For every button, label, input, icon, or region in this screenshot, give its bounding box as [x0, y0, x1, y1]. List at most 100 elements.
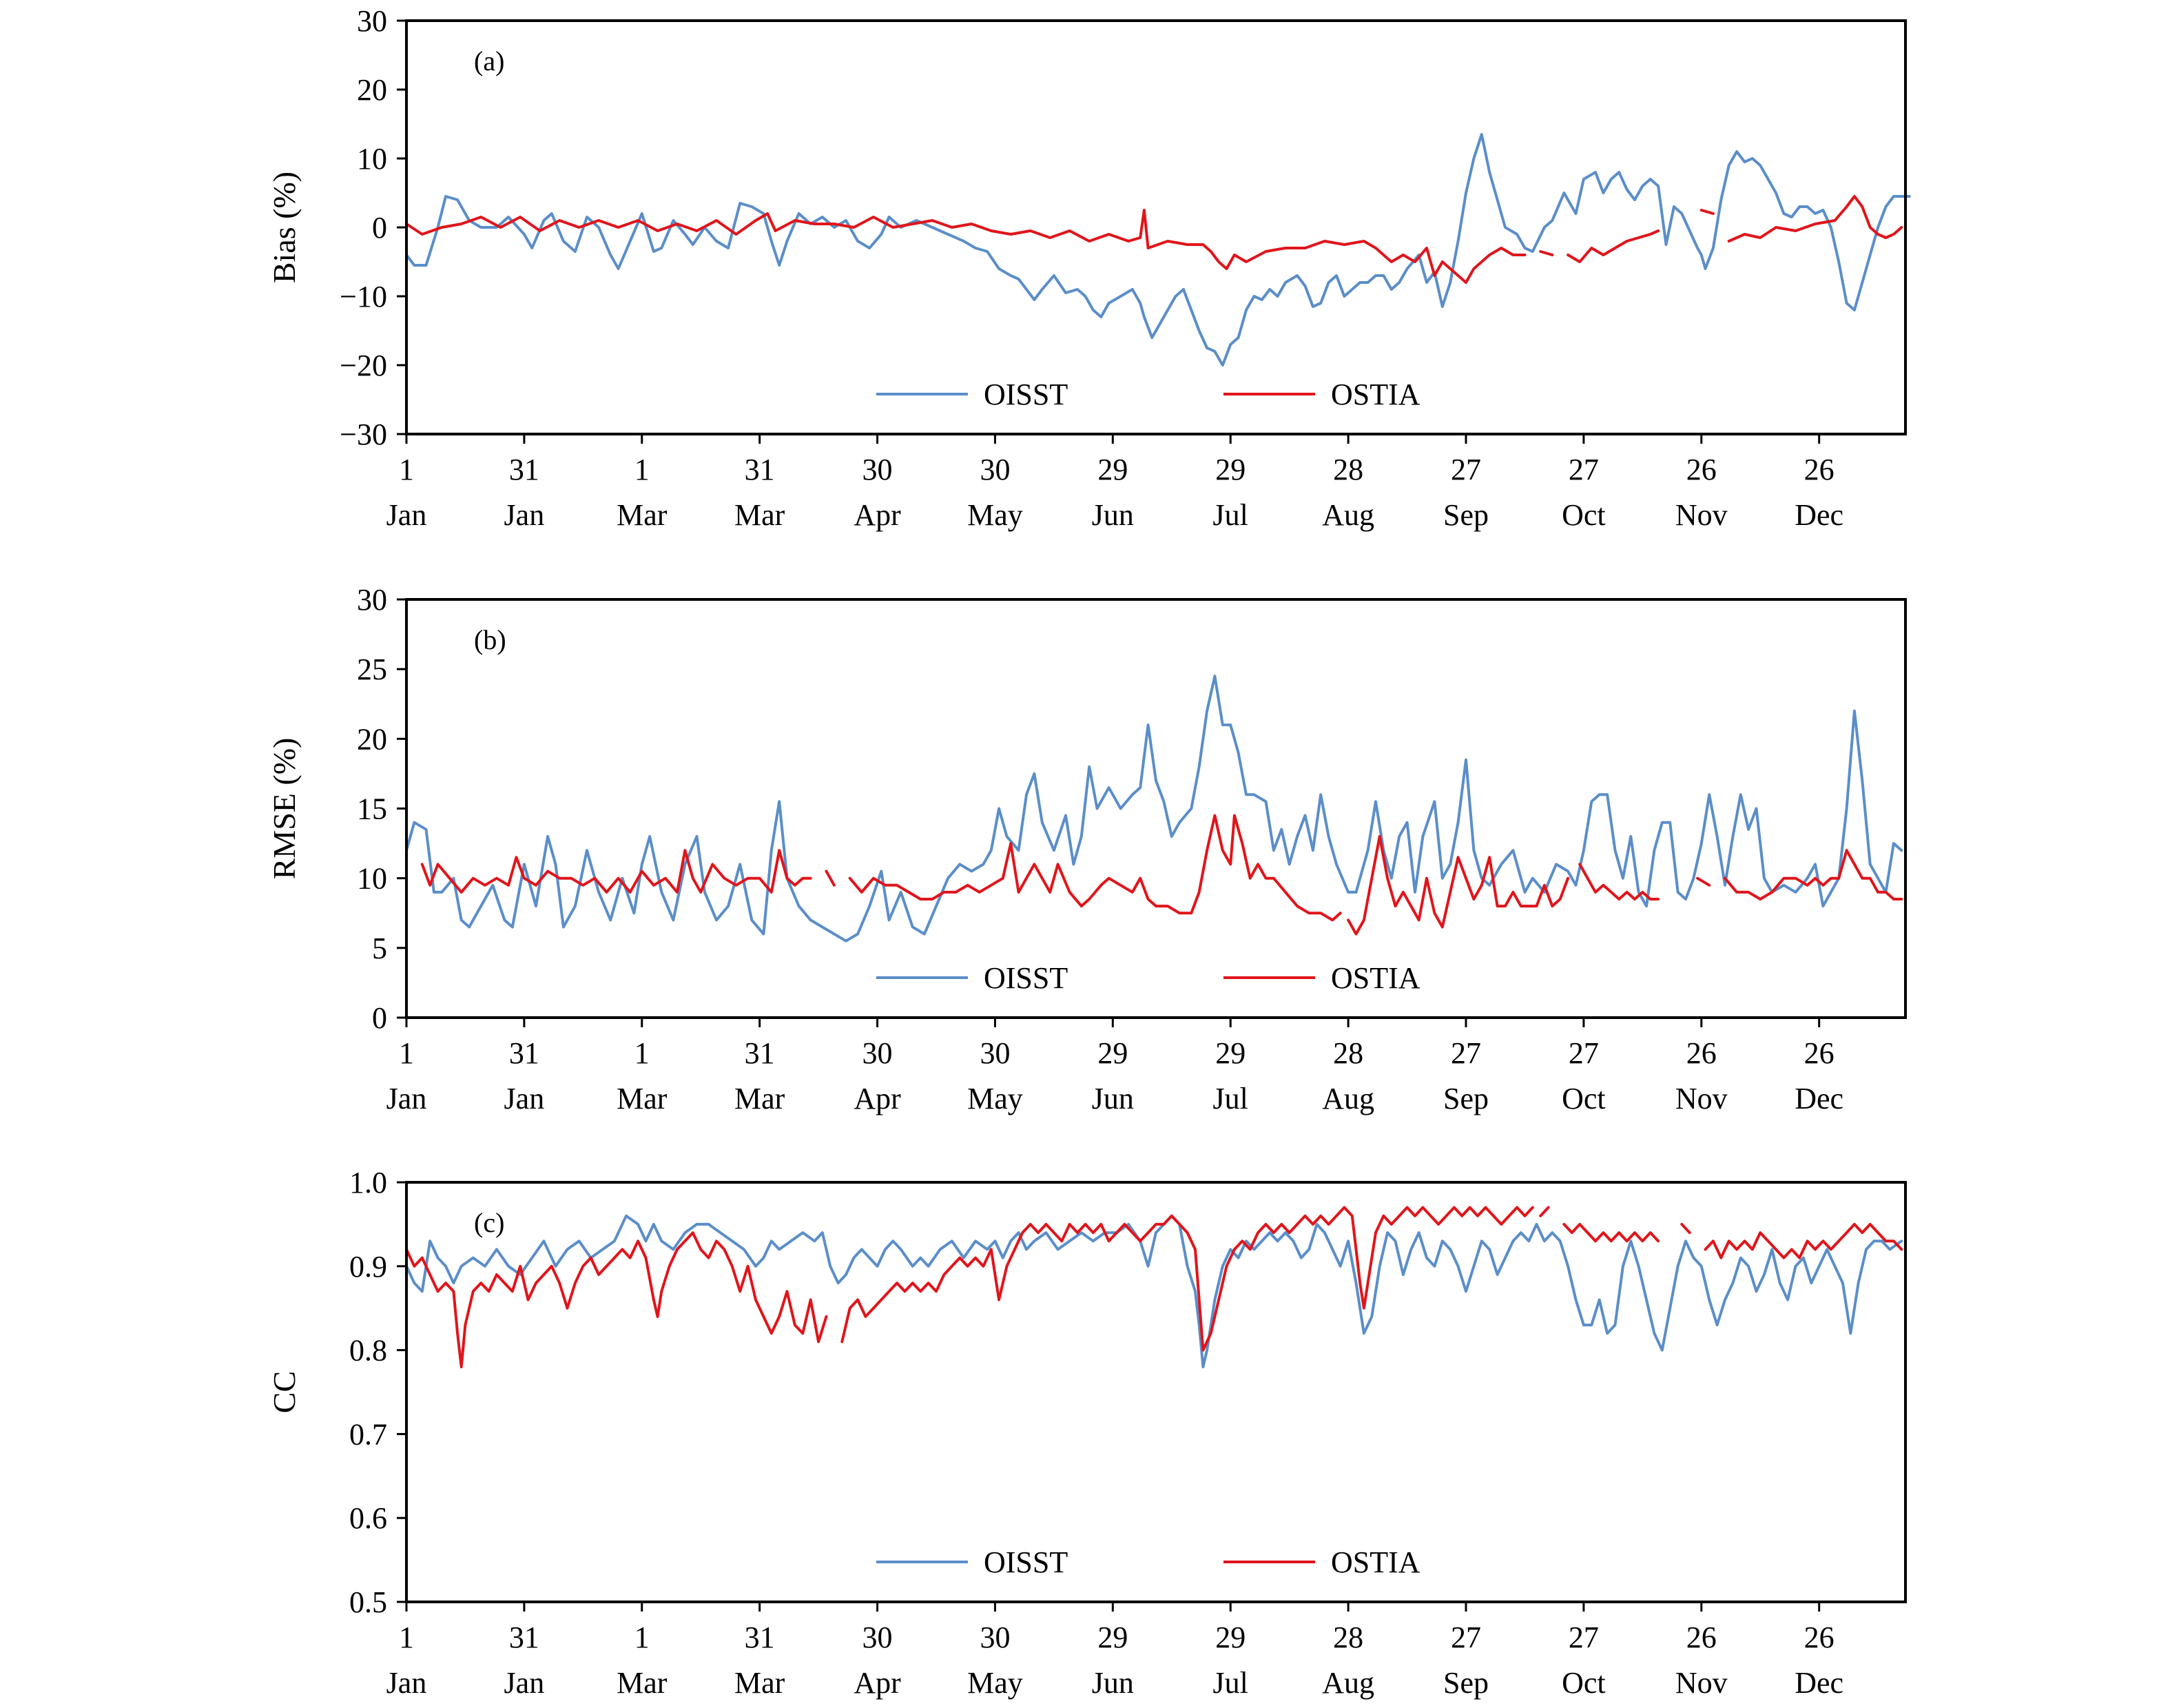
bias-x-tick-day: 29: [1215, 453, 1246, 486]
bias-x-tick-day: 31: [745, 453, 775, 486]
cc-x-tick-month: Mar: [734, 1666, 785, 1700]
cc-x-tick-day: 1: [399, 1620, 414, 1654]
bias-x-tick-day: 31: [509, 453, 539, 486]
cc-series: [405, 1206, 1903, 1368]
legend-label-oisst: OISST: [984, 1545, 1068, 1579]
rmse-x-tick-day: 30: [862, 1036, 893, 1070]
panel-bias: −30 −20 −10 0 10 20 30 1 Jan 31 Jan 1 Mar 31 Mar 30 Apr…: [267, 4, 1911, 532]
bias-series: [405, 133, 1911, 367]
rmse-oisst-line: [405, 675, 1903, 943]
rmse-x-tick-month: Nov: [1675, 1082, 1728, 1115]
legend-label-oisst: OISST: [984, 378, 1068, 411]
rmse-y-axis: 0 5 10 15 20 25 30: [357, 583, 406, 1035]
cc-x-tick-day: 26: [1804, 1620, 1835, 1654]
cc-x-tick-month: Apr: [854, 1666, 901, 1700]
rmse-ostia-line: [825, 870, 836, 887]
bias-y-tick-label: 30: [357, 4, 387, 38]
bias-y-tick-label: −10: [340, 280, 387, 313]
bias-ostia-line: [1727, 195, 1903, 243]
rmse-ostia-line: [1347, 835, 1570, 936]
rmse-x-tick-day: 27: [1451, 1036, 1481, 1070]
cc-x-tick-day: 27: [1569, 1620, 1599, 1654]
bias-x-tick-day: 30: [980, 453, 1010, 486]
cc-ostia-line: [840, 1206, 1534, 1352]
rmse-ostia-line: [420, 849, 812, 894]
rmse-x-tick-month: Jan: [504, 1082, 545, 1115]
rmse-x-tick-day: 28: [1333, 1036, 1363, 1070]
bias-x-tick-month: Jun: [1092, 498, 1134, 532]
bias-y-tick-label: 10: [357, 142, 387, 176]
cc-x-tick-day: 30: [980, 1620, 1010, 1654]
bias-x-tick-day: 27: [1451, 453, 1481, 486]
panel-cc: 0.5 0.6 0.7 0.8 0.9 1.0 1 Jan 31 Jan 1 Mar 31 Mar 30 A…: [267, 1166, 1907, 1700]
legend-label-ostia: OSTIA: [1331, 1545, 1420, 1579]
cc-x-tick-day: 28: [1333, 1620, 1363, 1654]
rmse-x-tick-month: Jun: [1092, 1082, 1134, 1115]
rmse-x-tick-month: Sep: [1443, 1082, 1489, 1115]
rmse-x-tick-day: 26: [1804, 1036, 1835, 1070]
cc-x-tick-month: Dec: [1795, 1666, 1843, 1700]
bias-y-axis-title: Bias (%): [267, 172, 302, 283]
rmse-x-tick-day: 31: [509, 1036, 539, 1070]
cc-x-tick-month: May: [967, 1666, 1023, 1700]
rmse-x-tick-month: Apr: [854, 1082, 901, 1115]
rmse-ostia-line: [1578, 863, 1660, 901]
rmse-x-tick-month: Dec: [1795, 1082, 1843, 1115]
panel-label-a: (a): [474, 45, 504, 76]
cc-x-axis: 1 Jan 31 Jan 1 Mar 31 Mar 30 Apr 30 May 29 Jun 29 Jul 28…: [386, 1602, 1843, 1700]
cc-ostia-line: [1539, 1206, 1550, 1217]
bias-x-tick-month: Jul: [1213, 498, 1248, 532]
rmse-y-tick-label: 20: [357, 722, 387, 756]
rmse-y-tick-label: 5: [372, 932, 387, 965]
bias-y-tick-label: −20: [340, 349, 387, 382]
cc-plot-frame: [405, 1181, 1907, 1603]
cc-y-tick-label: 0.5: [349, 1585, 387, 1619]
bias-legend: OISST OSTIA: [876, 378, 1420, 411]
rmse-x-tick-month: Mar: [617, 1082, 668, 1115]
cc-x-tick-day: 27: [1451, 1620, 1481, 1654]
bias-x-tick-day: 28: [1333, 453, 1363, 486]
bias-x-tick-month: Sep: [1443, 498, 1489, 532]
rmse-ostia-line: [848, 814, 1342, 922]
rmse-x-tick-day: 27: [1569, 1036, 1599, 1070]
bias-ostia-line: [1699, 209, 1715, 215]
cc-ostia-line: [1704, 1222, 1903, 1259]
cc-x-tick-month: Aug: [1322, 1666, 1374, 1700]
cc-x-tick-month: Oct: [1562, 1666, 1606, 1700]
bias-x-tick-month: Jan: [504, 498, 545, 532]
rmse-x-tick-month: Mar: [734, 1082, 785, 1115]
cc-x-tick-month: Mar: [617, 1666, 668, 1700]
rmse-x-tick-day: 1: [634, 1036, 650, 1070]
cc-ostia-line: [1562, 1222, 1660, 1243]
rmse-x-tick-month: Jan: [386, 1082, 427, 1115]
rmse-legend: OISST OSTIA: [876, 961, 1420, 995]
rmse-x-tick-day: 31: [745, 1036, 775, 1070]
bias-ostia-line: [1539, 250, 1554, 256]
bias-x-tick-day: 29: [1097, 453, 1128, 486]
cc-ostia-line: [1680, 1222, 1691, 1235]
cc-x-tick-day: 1: [634, 1620, 650, 1654]
bias-x-tick-day: 30: [862, 453, 893, 486]
cc-ostia-line: [405, 1231, 828, 1368]
bias-x-tick-month: Nov: [1675, 498, 1728, 532]
rmse-y-tick-label: 25: [357, 652, 387, 686]
cc-y-tick-label: 0.9: [349, 1250, 387, 1284]
rmse-x-tick-day: 30: [980, 1036, 1010, 1070]
cc-x-tick-day: 30: [862, 1620, 893, 1654]
legend-label-ostia: OSTIA: [1331, 961, 1420, 995]
bias-y-tick-label: 0: [372, 211, 387, 245]
rmse-x-tick-day: 29: [1215, 1036, 1246, 1070]
bias-x-tick-month: Aug: [1322, 498, 1374, 532]
rmse-y-tick-label: 30: [357, 583, 387, 617]
legend-label-ostia: OSTIA: [1331, 378, 1420, 411]
cc-x-tick-day: 29: [1097, 1620, 1128, 1654]
cc-x-tick-month: Jun: [1092, 1666, 1134, 1700]
cc-x-tick-day: 29: [1215, 1620, 1246, 1654]
panel-label-c: (c): [474, 1207, 504, 1238]
cc-y-tick-label: 0.6: [349, 1501, 387, 1535]
cc-y-axis-title: CC: [267, 1371, 302, 1413]
cc-x-tick-month: Nov: [1675, 1666, 1728, 1700]
bias-x-tick-month: Jan: [386, 498, 427, 532]
rmse-x-tick-month: Aug: [1322, 1082, 1374, 1115]
